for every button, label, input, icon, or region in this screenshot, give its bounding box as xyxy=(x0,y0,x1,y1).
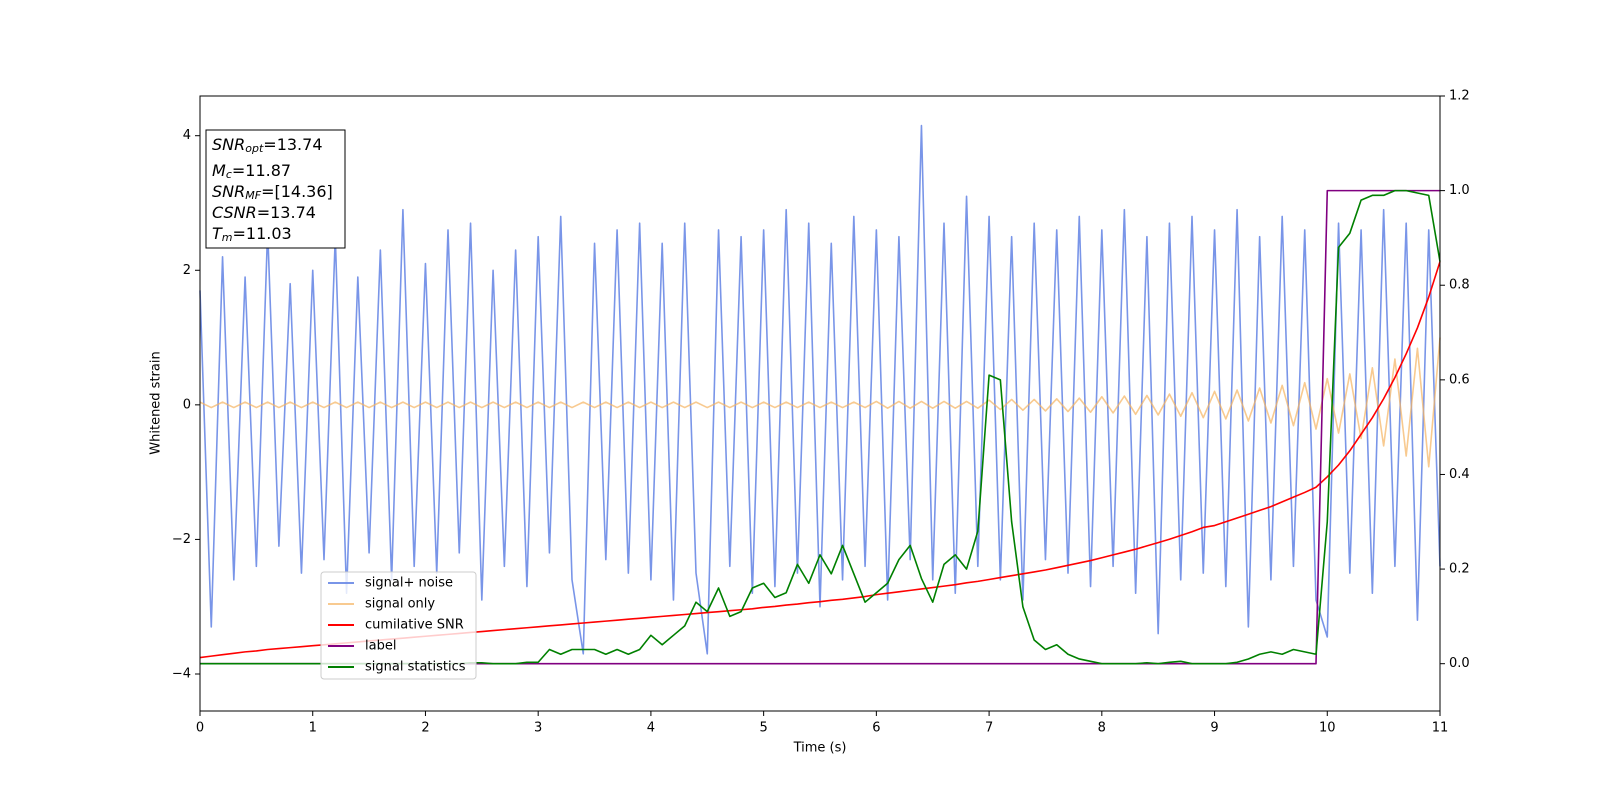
legend-label: signal statistics xyxy=(365,660,466,675)
annotation: SNRopt=13.74 xyxy=(212,135,323,156)
annotation-value: =11.87 xyxy=(232,161,291,180)
annotation-label: SNR xyxy=(212,135,245,154)
x-tick-label: 8 xyxy=(1098,721,1106,736)
annotation: SNRMF=[14.36] xyxy=(212,182,333,203)
x-tick-label: 10 xyxy=(1319,721,1336,736)
y-tick-label: 2 xyxy=(183,263,191,278)
x-tick-label: 3 xyxy=(534,721,542,736)
x-tick-label: 5 xyxy=(759,721,767,736)
y2-tick-label: 1.2 xyxy=(1449,89,1470,104)
x-tick-label: 9 xyxy=(1210,721,1218,736)
annotation-subscript: opt xyxy=(245,142,264,155)
data-line xyxy=(199,124,1441,655)
annotation: Mc=11.87 xyxy=(212,161,291,182)
y2-tick-label: 1.0 xyxy=(1449,183,1470,198)
annotation-value: =[14.36] xyxy=(261,182,333,201)
x-tick-label: 1 xyxy=(309,721,317,736)
annotation-value: =11.03 xyxy=(233,224,292,243)
annotation-subscript: m xyxy=(222,231,233,244)
x-tick-label: 4 xyxy=(647,721,655,736)
y2-tick-label: 0.4 xyxy=(1449,467,1470,482)
y2-tick-label: 0.6 xyxy=(1449,372,1470,387)
x-tick-label: 6 xyxy=(872,721,880,736)
y2-tick-label: 0.0 xyxy=(1449,656,1470,671)
x-axis-label: Time (s) xyxy=(793,741,847,756)
annotation-subscript: c xyxy=(226,168,232,181)
x-tick-label: 11 xyxy=(1432,721,1449,736)
legend-label: signal+ noise xyxy=(365,576,453,591)
x-tick-label: 7 xyxy=(985,721,993,736)
legend-label: signal only xyxy=(365,597,435,612)
legend-box xyxy=(320,571,477,680)
annotation-label: T xyxy=(212,224,223,243)
annotation-value: =13.74 xyxy=(263,135,322,154)
annotation-label: SNR xyxy=(212,182,245,201)
annotation-box xyxy=(205,129,346,249)
y-axis-label: Whitened strain xyxy=(149,351,164,454)
x-tick-label: 0 xyxy=(196,721,204,736)
annotation-value: =13.74 xyxy=(257,203,316,222)
legend-label: label xyxy=(365,639,396,654)
y-tick-label: 4 xyxy=(183,128,191,143)
y2-tick-label: 0.8 xyxy=(1449,278,1470,293)
annotation-label: M xyxy=(212,161,226,180)
annotation-label: CSNR xyxy=(212,203,257,222)
y-tick-label: 0 xyxy=(183,397,191,412)
y2-tick-label: 0.2 xyxy=(1449,562,1470,577)
annotation: Tm=11.03 xyxy=(212,224,292,245)
plot-frame xyxy=(199,95,1441,712)
y-tick-label: −2 xyxy=(172,532,191,547)
y-tick-label: −4 xyxy=(172,666,191,681)
data-line xyxy=(199,337,1441,468)
annotation-subscript: MF xyxy=(245,189,261,202)
x-tick-label: 2 xyxy=(421,721,429,736)
legend-label: cumilative SNR xyxy=(365,618,464,633)
annotation: CSNR=13.74 xyxy=(212,203,316,222)
